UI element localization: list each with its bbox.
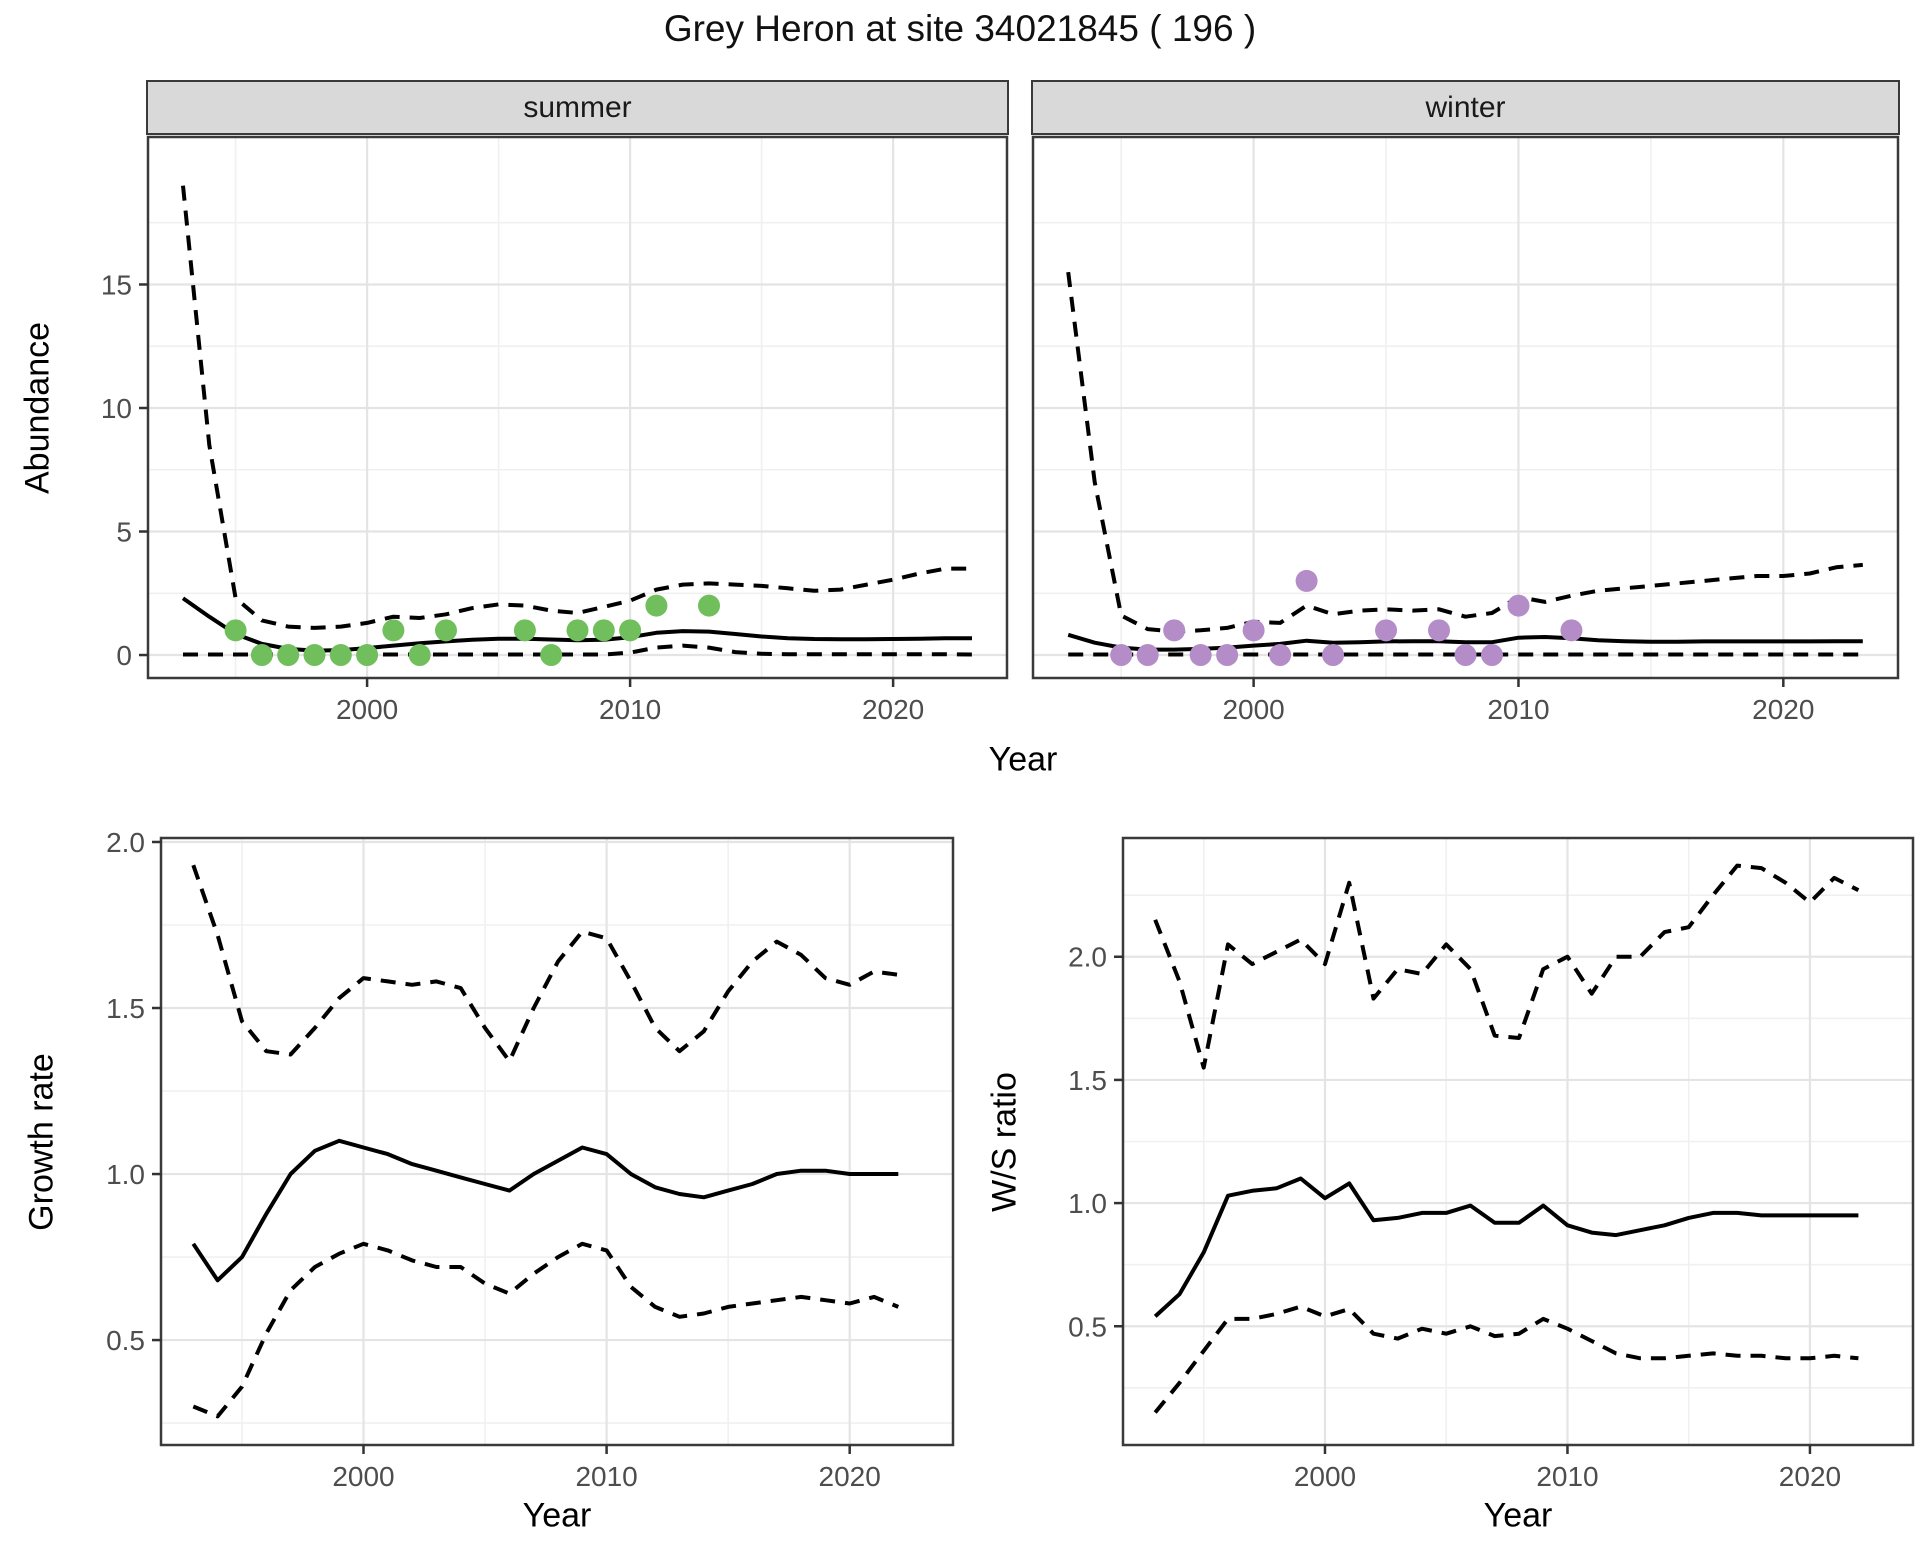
ws-lower_ci-line (1153, 1304, 1859, 1414)
panel-growth: 2000 2010 2020 2.0 1.5 1.0 0.5 (106, 827, 955, 1492)
winter-observation-point (1428, 619, 1451, 642)
summer-observation-point (303, 644, 326, 667)
growth-median-line (191, 1138, 899, 1283)
x-tick-label: 2020 (1752, 694, 1814, 725)
x-tick-label: 2000 (336, 694, 398, 725)
growth-upper_ci-line (191, 864, 899, 1064)
winter-observation-point (1163, 619, 1186, 642)
panel-winter-data (1066, 271, 1863, 667)
summer-observation-point (698, 594, 721, 617)
winter-observation-point (1110, 644, 1133, 667)
winter-upper_ci-line (1066, 271, 1863, 634)
summer-observation-point (408, 644, 431, 667)
summer-observation-point (592, 619, 615, 642)
summer-observation-point (329, 644, 352, 667)
panel-ws-border (1121, 836, 1915, 1447)
panel-winter-border (1031, 135, 1900, 680)
summer-observation-point (619, 619, 642, 642)
summer-observation-point (356, 644, 379, 667)
summer-upper_ci-line (181, 185, 972, 630)
x-axis-title-year-growth: Year (522, 1496, 592, 1535)
y-axis-title-ws-ratio: W/S ratio (985, 1072, 1024, 1212)
panel-growth-border (159, 836, 955, 1447)
facet-strip-summer: summer (146, 80, 1009, 135)
summer-observation-point (382, 619, 405, 642)
winter-observation-point (1269, 644, 1292, 667)
x-tick-label: 2020 (1779, 1461, 1841, 1492)
winter-observation-point (1480, 644, 1503, 667)
summer-observation-point (566, 619, 589, 642)
panel-growth-data (191, 864, 900, 1419)
summer-observation-point (540, 644, 563, 667)
winter-observation-point (1216, 644, 1239, 667)
y-tick-label: 1.0 (1068, 1188, 1107, 1219)
y-tick-label: 2.0 (106, 827, 145, 858)
x-tick-label: 2000 (332, 1461, 394, 1492)
winter-observation-point (1295, 569, 1318, 592)
summer-observation-point (645, 594, 668, 617)
summer-observation-point (513, 619, 536, 642)
summer-observation-point (277, 644, 300, 667)
y-tick-label: 10 (101, 393, 132, 424)
x-axis-title-year-ws: Year (1483, 1496, 1553, 1535)
winter-observation-point (1189, 644, 1212, 667)
y-tick-label: 0.5 (1068, 1311, 1107, 1342)
y-tick-label: 0 (116, 640, 132, 671)
winter-observation-point (1507, 594, 1530, 617)
growth-lower_ci-line (192, 1241, 900, 1419)
summer-observation-point (250, 644, 273, 667)
panel-growth-background (161, 838, 953, 1445)
winter-observation-point (1375, 619, 1398, 642)
y-axis-title-abundance: Abundance (18, 321, 57, 495)
panel-ws-data (1153, 863, 1860, 1414)
winter-observation-point (1242, 619, 1265, 642)
y-tick-label: 1.5 (1068, 1065, 1107, 1096)
winter-observation-point (1136, 644, 1159, 667)
x-axis-title-year-top: Year (988, 740, 1058, 779)
summer-observation-point (434, 619, 457, 642)
panel-ws: 2000 2010 2020 2.0 1.5 1.0 0.5 (1068, 836, 1915, 1492)
x-tick-label: 2000 (1294, 1461, 1356, 1492)
x-tick-label: 2010 (575, 1461, 637, 1492)
x-tick-label: 2020 (862, 694, 924, 725)
y-tick-label: 15 (101, 269, 132, 300)
facet-strip-winter: winter (1031, 80, 1900, 135)
facet-strip-summer-label: summer (523, 90, 632, 124)
panel-winter: 2000 2010 2020 (1031, 135, 1900, 725)
winter-observation-point (1560, 619, 1583, 642)
x-tick-label: 2010 (599, 694, 661, 725)
y-tick-label: 0.5 (106, 1325, 145, 1356)
x-tick-label: 2000 (1222, 694, 1284, 725)
x-tick-label: 2010 (1487, 694, 1549, 725)
y-tick-label: 1.0 (106, 1159, 145, 1190)
panel-summer-data (181, 185, 973, 667)
x-tick-label: 2010 (1536, 1461, 1598, 1492)
panel-summer: 2000 2010 2020 0 5 10 15 (101, 135, 1009, 725)
y-tick-label: 2.0 (1068, 942, 1107, 973)
facet-strip-winter-label: winter (1425, 90, 1506, 124)
ws-median-line (1153, 1176, 1859, 1318)
winter-observation-point (1322, 644, 1345, 667)
winter-observation-point (1454, 644, 1477, 667)
summer-observation-point (224, 619, 247, 642)
x-tick-label: 2020 (819, 1461, 881, 1492)
y-axis-title-growth-rate: Growth rate (22, 1053, 61, 1231)
y-tick-label: 5 (116, 517, 132, 548)
y-tick-label: 1.5 (106, 993, 145, 1024)
ws-upper_ci-line (1153, 863, 1860, 1070)
chart-title: Grey Heron at site 34021845 ( 196 ) (663, 8, 1257, 49)
